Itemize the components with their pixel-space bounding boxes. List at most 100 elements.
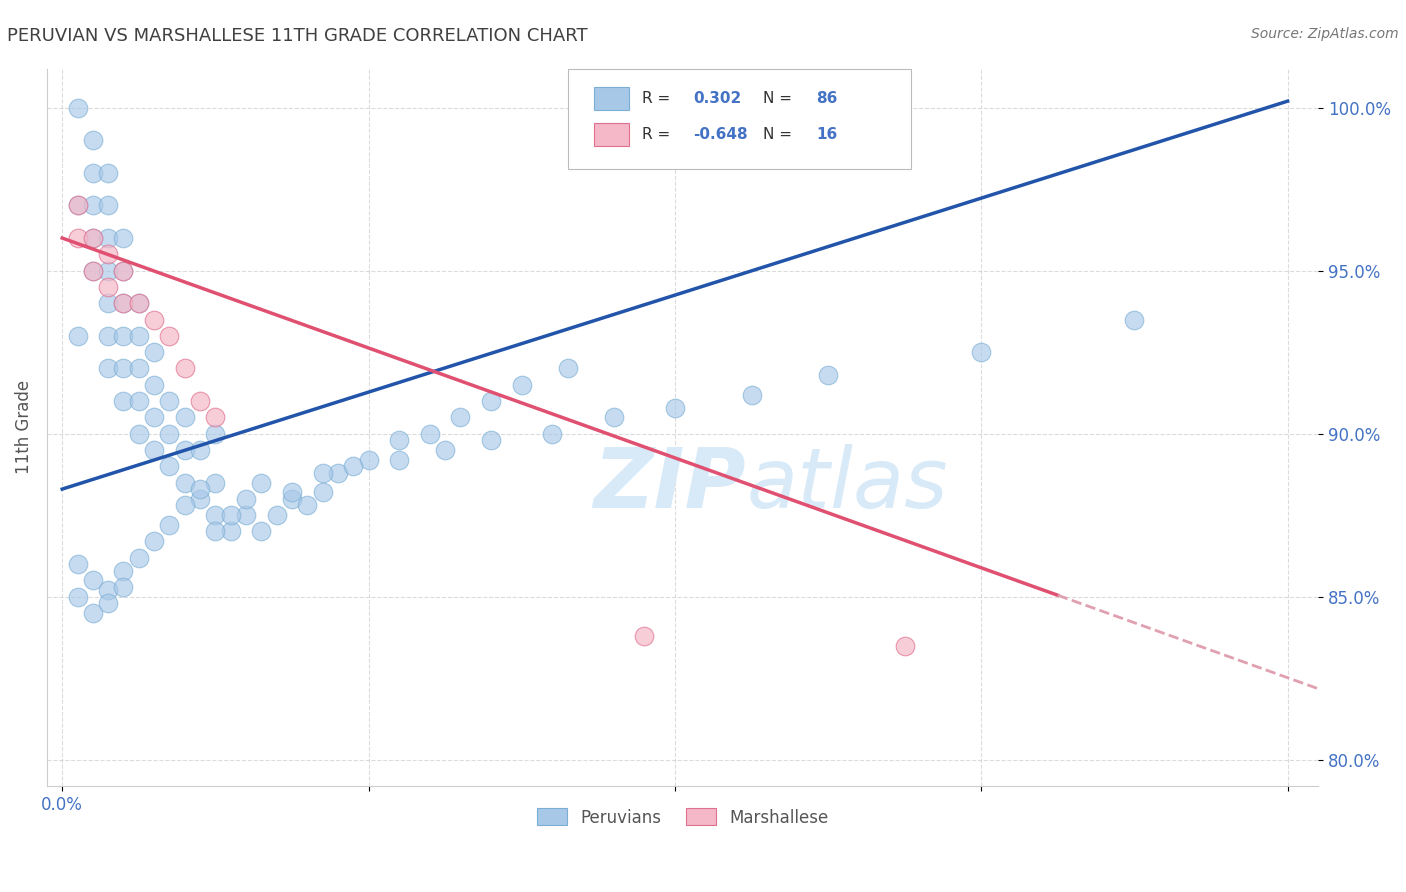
Point [143,312,166,326]
Point [342,459,364,474]
Point [311,466,333,480]
Point [159,329,181,343]
Point [97,296,120,310]
Text: Source: ZipAtlas.com: Source: ZipAtlas.com [1251,27,1399,41]
Text: atlas: atlas [747,444,948,525]
Bar [593,87,630,110]
Point [82,606,104,620]
Point [388,452,411,467]
Point [82,263,104,277]
Point [204,524,226,539]
Point [326,466,349,480]
Point [112,263,135,277]
Point [188,394,211,409]
Point [188,442,211,457]
Point [128,329,150,343]
Point [388,433,411,447]
Point [173,499,195,513]
Point [541,426,564,441]
Point [82,198,104,212]
Point [281,485,304,500]
Text: N =: N = [762,128,797,143]
Point [128,394,150,409]
Point [82,574,104,588]
Point [82,231,104,245]
Point [97,361,120,376]
Point [311,485,333,500]
Point [357,452,380,467]
Point [143,410,166,425]
Point [112,361,135,376]
Point [250,475,273,490]
Point [817,368,839,382]
Point [281,491,304,506]
Point [204,508,226,523]
Point [159,459,181,474]
Point [450,410,472,425]
Point [173,475,195,490]
Point [188,482,211,496]
Point [235,508,257,523]
Point [66,590,89,604]
Text: 16: 16 [815,128,838,143]
Point [219,524,242,539]
Point [1123,312,1146,326]
Point [159,426,181,441]
Point [97,329,120,343]
Point [510,377,533,392]
Point [66,557,89,571]
Text: N =: N = [762,91,797,106]
Point [97,231,120,245]
Point [434,442,457,457]
Text: R =: R = [643,91,675,106]
Point [173,361,195,376]
Point [143,442,166,457]
Point [112,394,135,409]
Y-axis label: 11th Grade: 11th Grade [15,380,32,475]
Point [159,394,181,409]
Point [188,491,211,506]
Point [741,387,763,401]
Point [97,198,120,212]
Point [970,345,993,359]
Point [112,329,135,343]
Point [66,101,89,115]
Point [82,263,104,277]
Point [128,426,150,441]
Point [250,524,273,539]
Point [143,345,166,359]
Point [479,394,502,409]
Point [112,296,135,310]
Point [97,263,120,277]
Point [633,629,655,643]
Text: R =: R = [643,128,675,143]
Point [173,442,195,457]
Text: -0.648: -0.648 [693,128,748,143]
Point [173,410,195,425]
Point [112,296,135,310]
Point [297,499,319,513]
Point [112,580,135,594]
Point [557,361,579,376]
Legend: Peruvians, Marshallese: Peruvians, Marshallese [529,800,837,835]
Point [219,508,242,523]
Point [97,583,120,598]
Point [664,401,686,415]
Point [128,296,150,310]
Point [128,361,150,376]
Point [82,231,104,245]
Point [82,133,104,147]
Text: ZIP: ZIP [593,444,747,525]
Point [893,639,915,653]
FancyBboxPatch shape [568,69,911,169]
Point [143,377,166,392]
Point [66,198,89,212]
Point [112,231,135,245]
Point [204,410,226,425]
Point [66,231,89,245]
Point [479,433,502,447]
Point [143,534,166,549]
Point [97,280,120,294]
Point [97,596,120,610]
Point [204,426,226,441]
